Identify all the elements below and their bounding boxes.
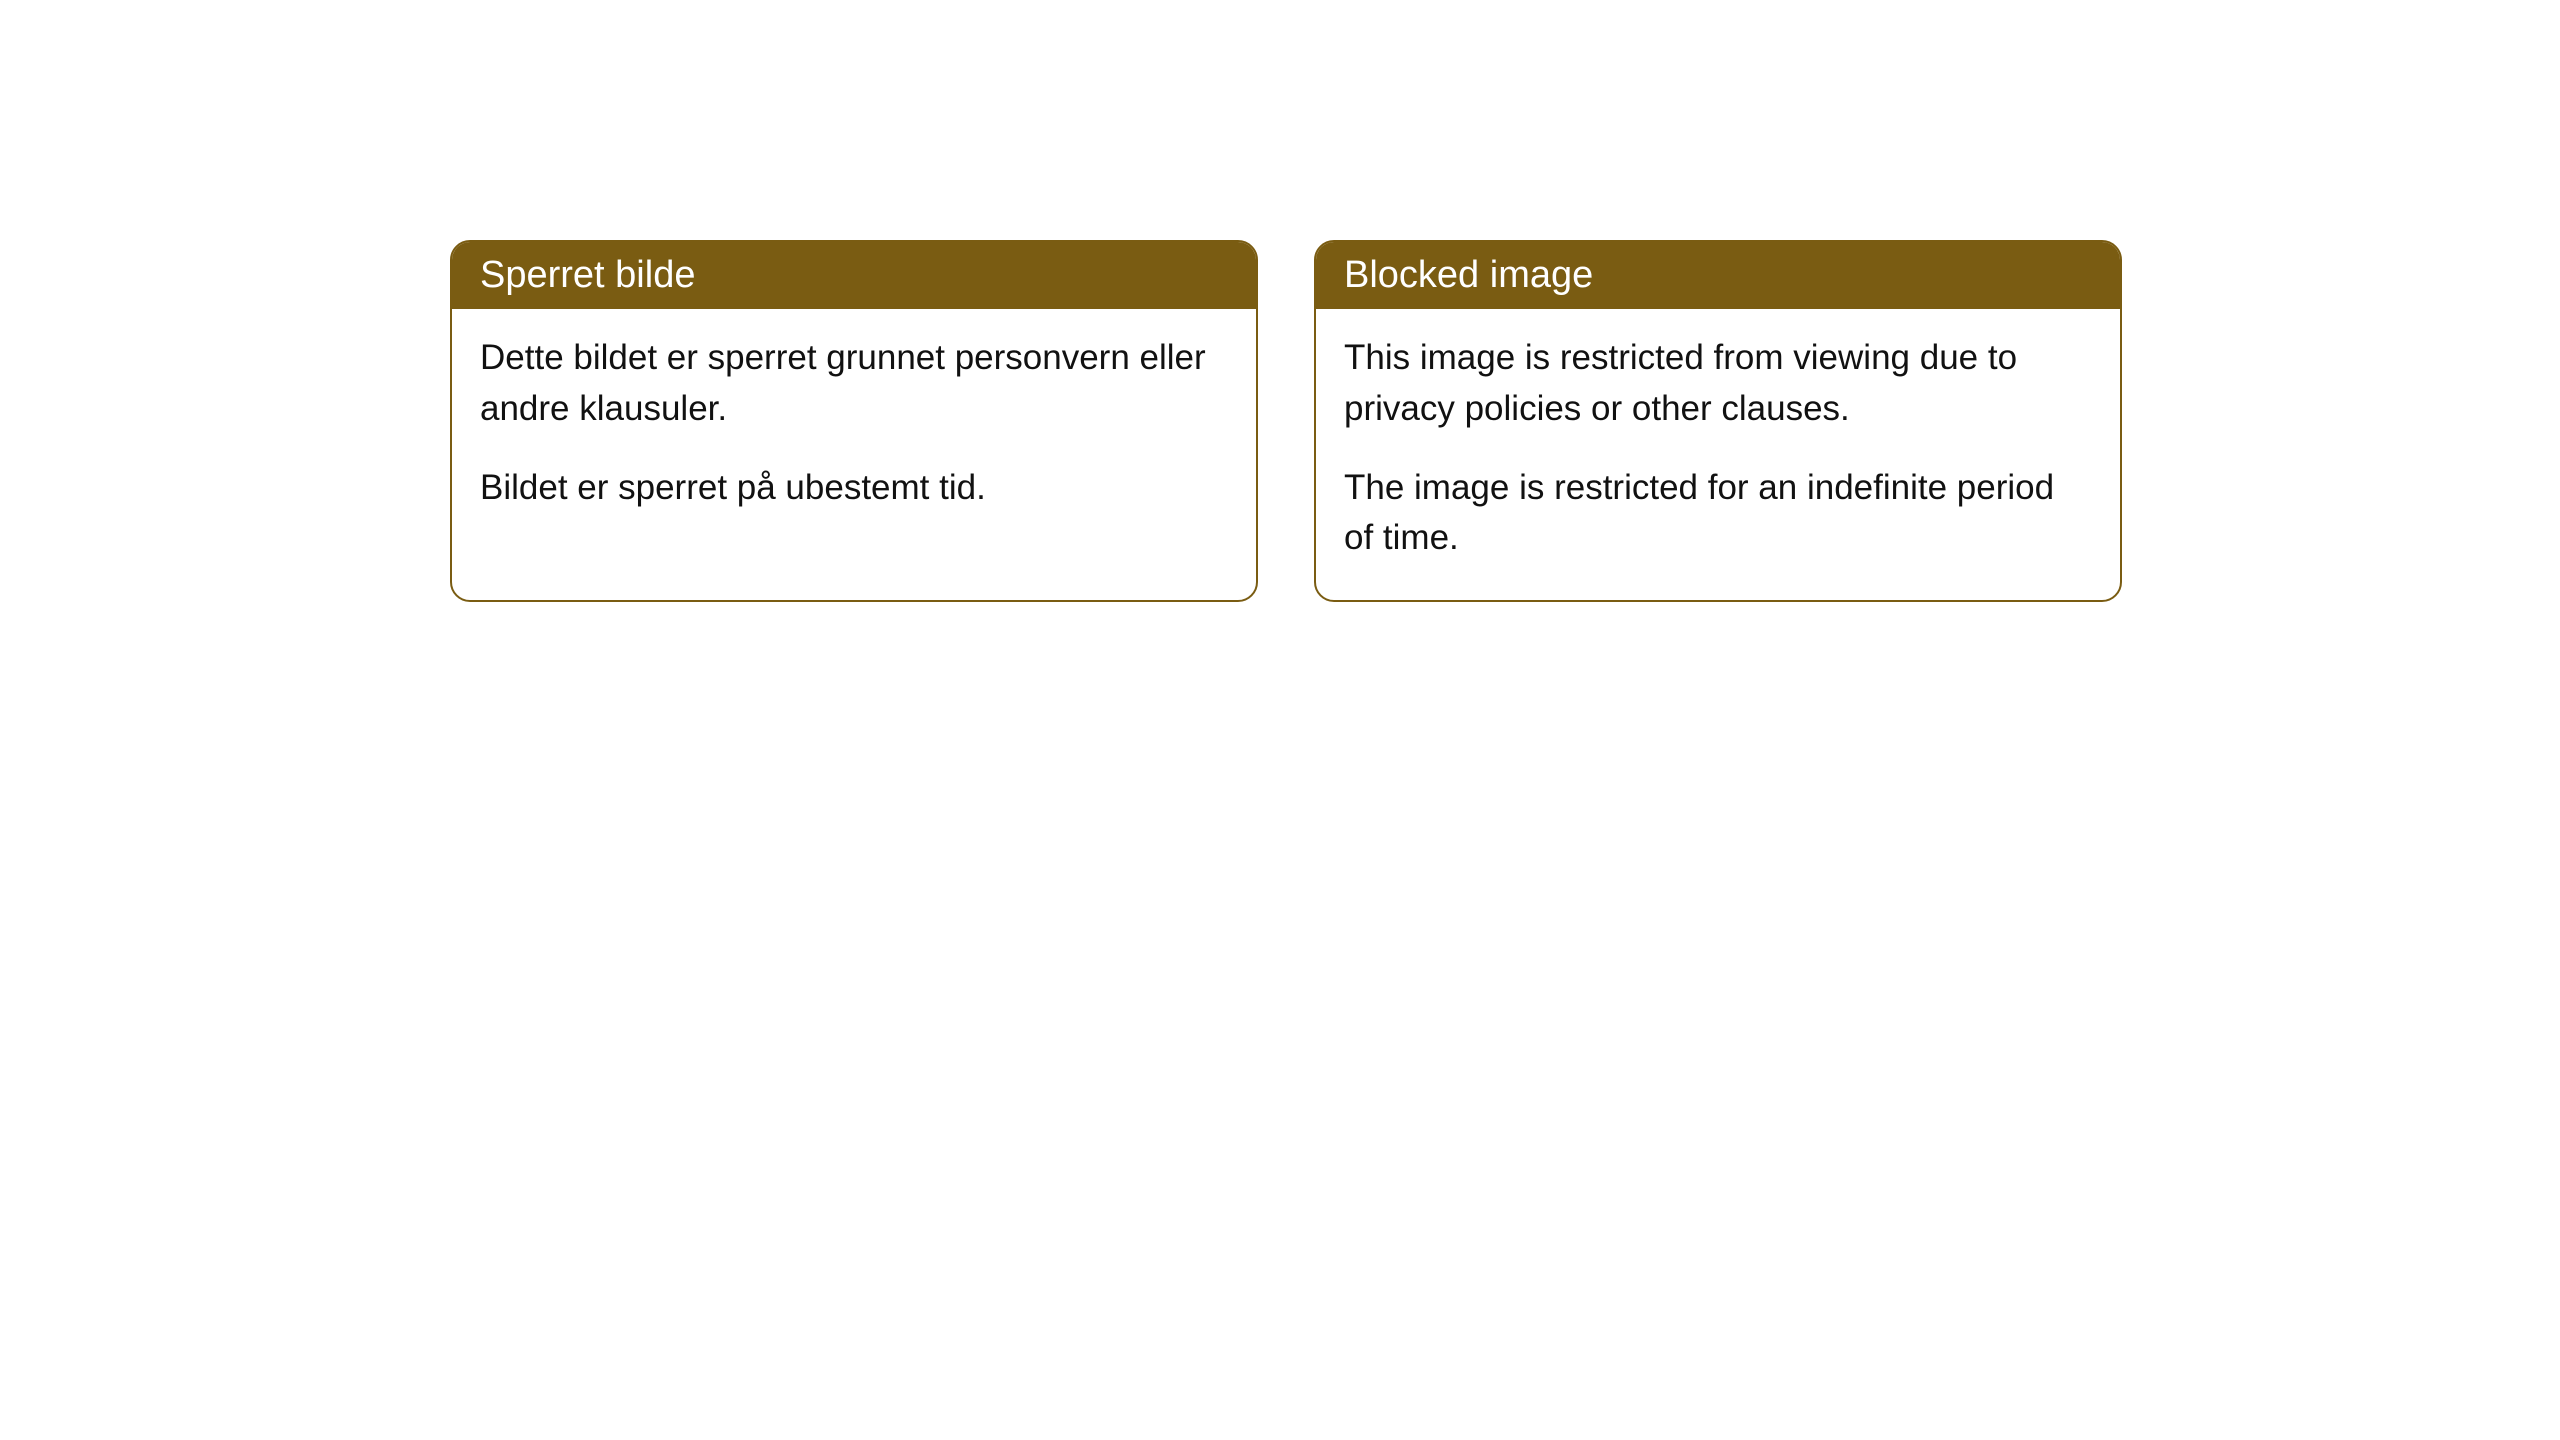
blocked-image-card-english: Blocked image This image is restricted f… bbox=[1314, 240, 2122, 602]
card-header: Sperret bilde bbox=[452, 242, 1256, 309]
card-title: Sperret bilde bbox=[480, 254, 695, 296]
card-paragraph: The image is restricted for an indefinit… bbox=[1344, 463, 2092, 565]
card-header: Blocked image bbox=[1316, 242, 2120, 309]
card-paragraph: Bildet er sperret på ubestemt tid. bbox=[480, 463, 1228, 514]
card-body: This image is restricted from viewing du… bbox=[1316, 309, 2120, 600]
blocked-image-card-norwegian: Sperret bilde Dette bildet er sperret gr… bbox=[450, 240, 1258, 602]
card-title: Blocked image bbox=[1344, 254, 1593, 296]
card-body: Dette bildet er sperret grunnet personve… bbox=[452, 309, 1256, 549]
card-paragraph: Dette bildet er sperret grunnet personve… bbox=[480, 333, 1228, 435]
notification-cards-container: Sperret bilde Dette bildet er sperret gr… bbox=[450, 240, 2560, 602]
card-paragraph: This image is restricted from viewing du… bbox=[1344, 333, 2092, 435]
